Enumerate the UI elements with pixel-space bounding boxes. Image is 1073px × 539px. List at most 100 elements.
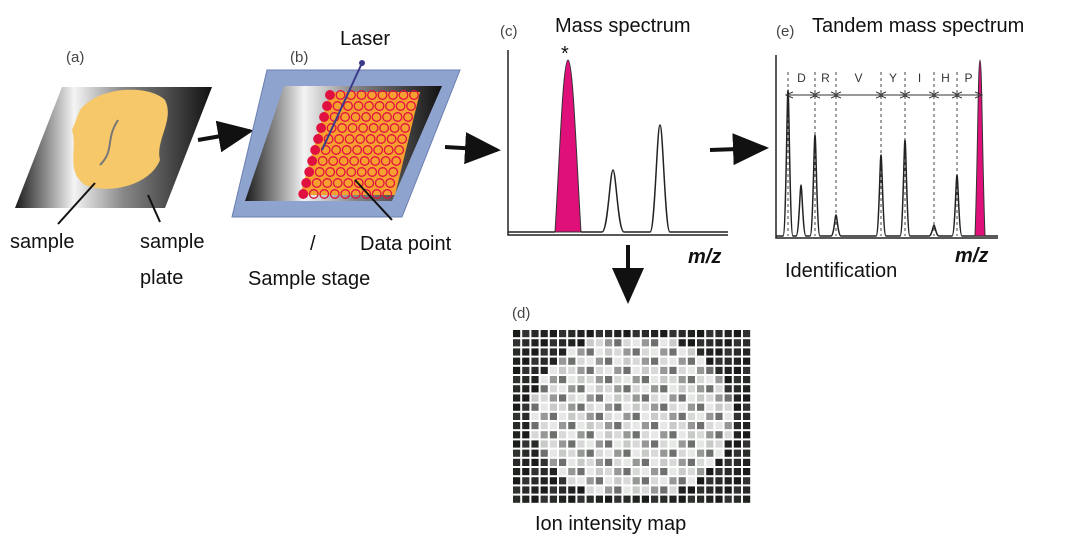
arrow <box>198 131 250 140</box>
pixel <box>623 450 630 457</box>
pixel <box>513 440 520 447</box>
pixel <box>596 385 603 392</box>
pixel <box>697 330 704 337</box>
pixel <box>734 367 741 374</box>
residue-label: V <box>854 71 862 85</box>
pixel <box>734 404 741 411</box>
pixel <box>715 404 722 411</box>
pixel <box>633 459 640 466</box>
pixel <box>734 496 741 503</box>
pixel <box>568 431 575 438</box>
pixel <box>743 459 750 466</box>
pixel <box>614 367 621 374</box>
pixel <box>651 440 658 447</box>
pixel <box>725 440 732 447</box>
pixel <box>577 394 584 401</box>
pixel <box>669 431 676 438</box>
pixel <box>651 348 658 355</box>
pixel <box>577 468 584 475</box>
pixel <box>642 450 649 457</box>
pixel <box>679 477 686 484</box>
pixel <box>559 385 566 392</box>
pixel <box>688 431 695 438</box>
pixel <box>623 404 630 411</box>
pixel <box>541 358 548 365</box>
pixel <box>513 385 520 392</box>
pixel <box>660 450 667 457</box>
pixel <box>660 422 667 429</box>
pixel <box>596 440 603 447</box>
pixel <box>734 413 741 420</box>
pixel <box>568 413 575 420</box>
pixel <box>651 486 658 493</box>
panel-d: (d) Ion intensity map <box>512 305 750 535</box>
pixel <box>697 348 704 355</box>
pixel <box>669 477 676 484</box>
pixel <box>651 459 658 466</box>
pixel <box>541 413 548 420</box>
pixel <box>587 450 594 457</box>
pixel <box>669 450 676 457</box>
pixel <box>577 450 584 457</box>
pixel <box>513 486 520 493</box>
pixel <box>679 422 686 429</box>
pixel <box>614 431 621 438</box>
pixel <box>559 431 566 438</box>
pixel <box>605 358 612 365</box>
pixel <box>660 394 667 401</box>
pixel <box>651 367 658 374</box>
pixel <box>577 413 584 420</box>
pixel <box>550 468 557 475</box>
pixel <box>660 477 667 484</box>
pixel <box>734 450 741 457</box>
pixel <box>734 385 741 392</box>
pixel <box>679 394 686 401</box>
pixel <box>715 440 722 447</box>
pixel <box>577 496 584 503</box>
pixel <box>614 477 621 484</box>
pixel <box>651 431 658 438</box>
pixel <box>642 468 649 475</box>
pixel <box>642 440 649 447</box>
pixel <box>688 450 695 457</box>
pixel <box>568 348 575 355</box>
pixel <box>660 468 667 475</box>
pixel <box>623 486 630 493</box>
pixel <box>679 468 686 475</box>
data-point-acquired <box>308 157 317 166</box>
pixel <box>633 358 640 365</box>
pixel <box>522 450 529 457</box>
pixel <box>715 367 722 374</box>
pixel <box>743 496 750 503</box>
pixel <box>587 413 594 420</box>
pixel <box>660 367 667 374</box>
pixel <box>669 422 676 429</box>
panel-label: (e) <box>776 23 794 40</box>
pixel <box>623 358 630 365</box>
pixel <box>642 330 649 337</box>
pixel <box>559 477 566 484</box>
pixel <box>559 394 566 401</box>
pixel <box>660 330 667 337</box>
panel-label: (b) <box>290 49 308 66</box>
pixel <box>725 330 732 337</box>
pixel <box>568 459 575 466</box>
pixel <box>614 486 621 493</box>
pixel <box>568 394 575 401</box>
panel-title: Tandem mass spectrum <box>812 15 1024 37</box>
pixel <box>688 385 695 392</box>
pixel <box>715 496 722 503</box>
pixel <box>669 348 676 355</box>
pixel <box>568 468 575 475</box>
pixel <box>642 339 649 346</box>
pixel <box>725 404 732 411</box>
pixel <box>531 450 538 457</box>
data-point-acquired <box>323 102 332 111</box>
pixel <box>513 459 520 466</box>
pixel <box>697 404 704 411</box>
pixel <box>513 422 520 429</box>
pixel <box>605 486 612 493</box>
pixel <box>614 394 621 401</box>
pixel <box>531 376 538 383</box>
pixel <box>623 431 630 438</box>
